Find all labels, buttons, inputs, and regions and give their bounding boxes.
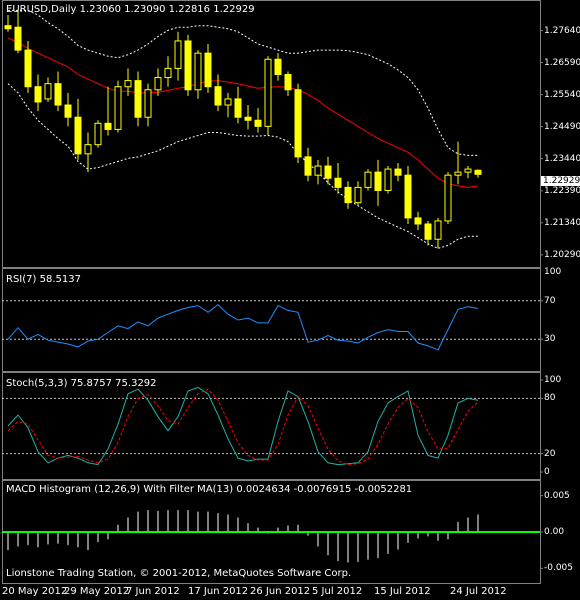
- price-chart: [2, 0, 543, 268]
- macd-chart: [2, 480, 543, 584]
- axis-tick-label: 30: [544, 334, 556, 345]
- axis-tick-label: 1.24490: [544, 121, 580, 132]
- candle-body: [14, 26, 22, 51]
- candle-body: [54, 83, 62, 106]
- candle-body: [294, 89, 302, 158]
- stoch-main-line: [7, 386, 479, 466]
- rsi-axis-top-label: 100: [544, 267, 562, 277]
- candle-body: [224, 98, 232, 106]
- candle-body: [174, 40, 182, 69]
- rsi-line: [7, 303, 479, 351]
- date-tick-label: 17 Jun 2012: [188, 586, 249, 597]
- candle-body: [414, 217, 422, 225]
- candle-body: [474, 169, 482, 175]
- axis-tick-label: 1.25540: [544, 89, 580, 100]
- candle-body: [134, 80, 142, 118]
- candle-body: [304, 156, 312, 176]
- stoch-title: Stoch(5,3,3) 75.8757 75.3292: [6, 378, 157, 389]
- date-tick-label: 15 Jul 2012: [374, 586, 431, 597]
- candle-body: [374, 171, 382, 191]
- candle-body: [234, 98, 242, 118]
- candle-body: [104, 122, 112, 130]
- current-price-tag: 1.22929: [541, 176, 580, 186]
- axis-tick-label: 70: [544, 295, 556, 306]
- candle-body: [244, 116, 252, 121]
- axis-tick-label: 1.26590: [544, 57, 580, 68]
- candle-body: [354, 186, 362, 204]
- candle-body: [314, 165, 322, 176]
- candle-body: [404, 174, 412, 219]
- candle-body: [114, 86, 122, 130]
- stoch-pane: Stoch(5,3,3) 75.8757 75.3292 100 80 20 0: [0, 372, 580, 480]
- rsi-chart: [2, 268, 543, 372]
- candle-body: [184, 40, 192, 91]
- candle-body: [34, 86, 42, 103]
- candle-body: [194, 52, 202, 91]
- candle-body: [144, 89, 152, 118]
- date-tick-label: 5 Jul 2012: [312, 586, 363, 597]
- axis-tick-label: 100: [544, 375, 562, 385]
- axis-tick-label: 1.21340: [544, 217, 580, 228]
- rsi-title: RSI(7) 58.5137: [6, 274, 81, 285]
- axis-tick-label: 0.00: [544, 527, 565, 537]
- pane-frame: [2, 372, 541, 480]
- stoch-signal-line: [7, 388, 479, 466]
- macd-title: MACD Histogram (12,26,9) With Filter MA(…: [6, 484, 413, 495]
- candle-body: [154, 77, 162, 91]
- axis-tick-label: 20: [544, 448, 556, 459]
- candle-body: [334, 177, 342, 188]
- candle-body: [124, 80, 132, 88]
- axis-tick-label: 80: [544, 393, 556, 404]
- axis-tick-label: -0.005: [544, 563, 574, 574]
- candle-body: [464, 168, 472, 173]
- candle-body: [164, 67, 172, 79]
- pane-frame: [2, 0, 541, 268]
- candle-body: [74, 116, 82, 155]
- chart-title: EURUSD,Daily 1.23060 1.23090 1.22816 1.2…: [6, 4, 255, 15]
- axis-tick-label: 1.20290: [544, 249, 580, 260]
- macd-pane: MACD Histogram (12,26,9) With Filter MA(…: [0, 480, 580, 584]
- candle-body: [64, 104, 72, 118]
- axis-tick-label: 1.23440: [544, 153, 580, 164]
- candle-body: [24, 49, 32, 88]
- date-tick-label: 20 May 2012: [2, 586, 68, 597]
- candle-body: [284, 74, 292, 91]
- candle-body: [444, 174, 452, 222]
- candle-body: [84, 144, 92, 155]
- candle-body: [274, 58, 282, 76]
- candle-body: [364, 171, 372, 188]
- axis-tick-label: 1.27640: [544, 25, 580, 36]
- candle-body: [254, 119, 262, 127]
- date-tick-label: 26 Jun 2012: [250, 586, 311, 597]
- rsi-pane: RSI(7) 58.5137 70 30 100: [0, 267, 580, 372]
- pane-frame: [2, 268, 541, 372]
- date-tick-label: 7 Jun 2012: [126, 586, 180, 597]
- date-tick-label: 29 May 2012: [64, 586, 130, 597]
- candle-body: [214, 86, 222, 106]
- stoch-chart: [2, 372, 543, 480]
- candle-body: [324, 165, 332, 179]
- candle-body: [394, 168, 402, 176]
- candle-body: [264, 58, 272, 127]
- candle-body: [94, 122, 102, 146]
- candle-body: [4, 25, 12, 30]
- candle-body: [434, 220, 442, 240]
- candle-body: [424, 223, 432, 240]
- candle-body: [344, 186, 352, 204]
- date-tick-label: 24 Jul 2012: [450, 586, 507, 597]
- candle-body: [384, 168, 392, 191]
- candle-body: [204, 52, 212, 88]
- candle-body: [454, 171, 462, 176]
- moving-average-line: [7, 37, 479, 188]
- axis-tick-label: 0: [544, 467, 550, 477]
- axis-tick-label: 0.005: [544, 490, 570, 501]
- axis-tick-label: 1.22390: [544, 185, 580, 196]
- price-pane: EURUSD,Daily 1.23060 1.23090 1.22816 1.2…: [0, 0, 580, 268]
- copyright-text: Lionstone Trading Station, © 2001-2012, …: [6, 568, 352, 579]
- candle-body: [44, 83, 52, 100]
